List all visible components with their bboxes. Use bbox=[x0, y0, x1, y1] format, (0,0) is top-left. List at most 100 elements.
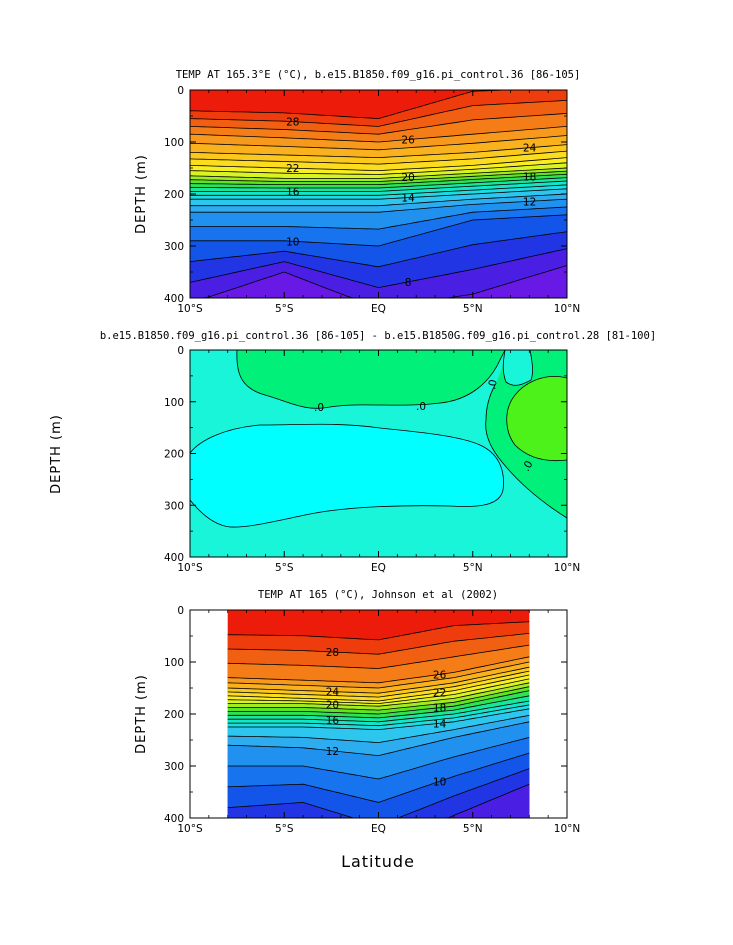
contour-label: 12 bbox=[326, 746, 339, 758]
isotherm-line bbox=[227, 695, 530, 719]
y-tick-label: 400 bbox=[164, 813, 184, 825]
x-tick-label: 10°S bbox=[177, 303, 203, 315]
isotherm-line bbox=[190, 177, 567, 189]
isotherm-line bbox=[227, 686, 530, 711]
isotherm-line bbox=[227, 678, 530, 705]
isotherm-line bbox=[190, 162, 567, 175]
contour-label: 14 bbox=[401, 193, 415, 205]
y-tick-label: 200 bbox=[164, 449, 184, 461]
contour-label: 18 bbox=[523, 171, 536, 183]
panel-3-axes: 10°S 5°S EQ 5°N 10°N 0 100 200 300 400 bbox=[164, 605, 580, 835]
isotherm-line bbox=[190, 206, 567, 230]
x-tick-label: 5°N bbox=[463, 562, 483, 574]
y-tick-label: 100 bbox=[164, 397, 184, 409]
diff-zero-contour-right bbox=[506, 376, 567, 462]
isotherm-line bbox=[227, 644, 530, 669]
isotherm-line bbox=[227, 661, 530, 689]
x-tick-label: 5°N bbox=[463, 303, 483, 315]
isotherm-line bbox=[190, 135, 567, 151]
contour-label: 20 bbox=[401, 172, 414, 184]
x-tick-label: 5°N bbox=[463, 823, 483, 835]
isotherm-line bbox=[190, 188, 567, 200]
isotherm-line bbox=[227, 633, 530, 655]
diff-zero-contour-small bbox=[502, 350, 533, 386]
panel-1-title: TEMP AT 165.3°E (°C), b.e15.B1850.f09_g1… bbox=[176, 69, 581, 81]
contour-label: 12 bbox=[523, 196, 536, 208]
contour-label: 24 bbox=[326, 687, 340, 699]
contour-label: 10 bbox=[433, 776, 446, 788]
panel-1-isotherms bbox=[190, 90, 567, 298]
diff-zero-contour-left bbox=[190, 423, 504, 528]
isotherm-line bbox=[190, 231, 567, 268]
isotherm-line bbox=[227, 704, 530, 727]
y-tick-label: 200 bbox=[164, 189, 184, 201]
contour-label: 24 bbox=[523, 143, 537, 155]
y-tick-label: 300 bbox=[164, 761, 184, 773]
isotherm-line bbox=[190, 184, 567, 196]
isotherm-line bbox=[190, 157, 567, 172]
contour-label: 20 bbox=[326, 700, 339, 712]
x-tick-label: 10°S bbox=[177, 562, 203, 574]
y-tick-label: 300 bbox=[164, 241, 184, 253]
diff-negative-region bbox=[190, 424, 504, 528]
contour-label: 18 bbox=[433, 703, 446, 715]
y-tick-label: 0 bbox=[177, 605, 184, 617]
x-tick-label: EQ bbox=[371, 823, 386, 835]
y-tick-label: 200 bbox=[164, 709, 184, 721]
diff-contour-label: .0 bbox=[416, 401, 426, 413]
isotherm-line bbox=[190, 173, 567, 185]
temperature-band bbox=[190, 265, 567, 298]
isotherm-line bbox=[190, 90, 567, 120]
contour-label: 28 bbox=[326, 647, 339, 659]
y-tick-label: 100 bbox=[164, 137, 184, 149]
isotherm-line bbox=[227, 708, 530, 731]
panel-2-title: b.e15.B1850.f09_g16.pi_control.36 [86-10… bbox=[100, 330, 656, 342]
contour-label: 22 bbox=[433, 688, 446, 700]
y-tick-label: 400 bbox=[164, 552, 184, 564]
x-tick-label: 10°N bbox=[554, 562, 580, 574]
isotherm-line bbox=[227, 670, 530, 698]
y-tick-label: 0 bbox=[177, 85, 184, 97]
contour-label: 22 bbox=[286, 163, 299, 175]
isotherm-line bbox=[190, 170, 567, 182]
isotherm-line bbox=[227, 700, 530, 723]
isotherm-line bbox=[227, 682, 530, 707]
x-tick-label: 5°S bbox=[275, 823, 294, 835]
y-tick-label: 0 bbox=[177, 345, 184, 357]
y-tick-label: 400 bbox=[164, 293, 184, 305]
panel-2-ylabel: DEPTH (m) bbox=[49, 414, 64, 494]
temperature-band bbox=[227, 784, 530, 818]
x-tick-label: 5°S bbox=[275, 303, 294, 315]
isotherm-line bbox=[190, 198, 567, 213]
contour-label: 14 bbox=[433, 718, 447, 730]
isotherm-line bbox=[227, 714, 530, 744]
x-tick-label: 10°N bbox=[554, 303, 580, 315]
isotherm-line bbox=[190, 100, 567, 127]
isotherm-line bbox=[227, 674, 530, 702]
panel-3-ylabel: DEPTH (m) bbox=[134, 674, 149, 754]
isotherm-line bbox=[227, 721, 530, 757]
panel-1-axes: 10°S 5°S EQ 5°N 10°N 0 100 200 300 400 bbox=[164, 85, 580, 315]
x-tick-label: 10°S bbox=[177, 823, 203, 835]
contour-label: 26 bbox=[401, 135, 415, 147]
contour-label: 28 bbox=[286, 117, 299, 129]
temperature-band bbox=[227, 768, 530, 818]
diff-zero-contour-top bbox=[236, 350, 506, 409]
panel-observed-temperature: TEMP AT 165 (°C), Johnson et al (2002) 2… bbox=[134, 589, 580, 835]
contour-label: 16 bbox=[286, 186, 300, 198]
isotherm-line bbox=[227, 752, 530, 803]
isotherm-line bbox=[190, 126, 567, 143]
panel-3-contour-labels: 28 26 24 22 20 18 16 14 12 10 bbox=[326, 647, 447, 788]
isotherm-line bbox=[190, 193, 567, 207]
y-tick-label: 100 bbox=[164, 657, 184, 669]
panel-model-temperature: TEMP AT 165.3°E (°C), b.e15.B1850.f09_g1… bbox=[134, 69, 580, 315]
diff-contour-label: .0 bbox=[314, 402, 324, 414]
panel-1-contour-labels: 28 26 24 22 20 18 16 14 12 10 8 bbox=[286, 117, 536, 289]
x-axis-title: Latitude bbox=[341, 852, 415, 871]
diff-contour-label: .0 bbox=[486, 379, 500, 391]
isotherm-line bbox=[190, 167, 567, 179]
y-tick-label: 300 bbox=[164, 500, 184, 512]
panel-3-isotherms bbox=[227, 621, 530, 818]
isotherm-line bbox=[227, 690, 530, 715]
